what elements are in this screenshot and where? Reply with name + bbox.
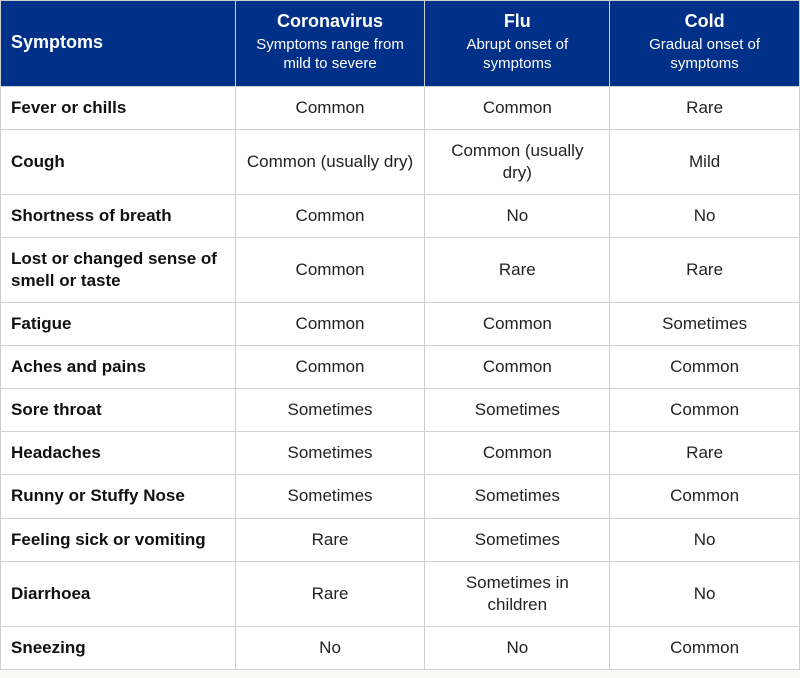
symptom-name: Sore throat <box>1 389 236 432</box>
header-flu-sub: Abrupt onset of symptoms <box>433 36 601 74</box>
cell-cold: No <box>610 518 800 561</box>
table-row: Feeling sick or vomitingRareSometimesNo <box>1 518 800 561</box>
cell-coronavirus: Common (usually dry) <box>235 129 425 194</box>
cell-coronavirus: Common <box>235 237 425 302</box>
cell-flu: Sometimes <box>425 518 610 561</box>
cell-cold: Rare <box>610 86 800 129</box>
symptom-name: Sneezing <box>1 626 236 669</box>
table-body: Fever or chillsCommonCommonRareCoughComm… <box>1 86 800 669</box>
table-row: HeadachesSometimesCommonRare <box>1 432 800 475</box>
cell-flu: No <box>425 194 610 237</box>
table-row: Lost or changed sense of smell or tasteC… <box>1 237 800 302</box>
header-row: Symptoms Coronavirus Symptoms range from… <box>1 1 800 87</box>
header-coronavirus-title: Coronavirus <box>244 11 417 32</box>
symptom-name: Fatigue <box>1 303 236 346</box>
cell-coronavirus: Common <box>235 194 425 237</box>
symptom-name: Headaches <box>1 432 236 475</box>
cell-coronavirus: Sometimes <box>235 475 425 518</box>
cell-coronavirus: No <box>235 626 425 669</box>
cell-flu: Rare <box>425 237 610 302</box>
header-coronavirus: Coronavirus Symptoms range from mild to … <box>235 1 425 87</box>
symptom-name: Diarrhoea <box>1 561 236 626</box>
header-flu-title: Flu <box>433 11 601 32</box>
cell-cold: Rare <box>610 237 800 302</box>
cell-cold: Rare <box>610 432 800 475</box>
cell-cold: Common <box>610 346 800 389</box>
cell-flu: Common <box>425 86 610 129</box>
table-row: CoughCommon (usually dry)Common (usually… <box>1 129 800 194</box>
symptom-name: Runny or Stuffy Nose <box>1 475 236 518</box>
symptom-name: Feeling sick or vomiting <box>1 518 236 561</box>
symptom-name: Cough <box>1 129 236 194</box>
header-coronavirus-sub: Symptoms range from mild to severe <box>244 36 417 74</box>
cell-cold: Common <box>610 626 800 669</box>
cell-coronavirus: Common <box>235 346 425 389</box>
table-row: FatigueCommonCommonSometimes <box>1 303 800 346</box>
table-row: Fever or chillsCommonCommonRare <box>1 86 800 129</box>
cell-coronavirus: Common <box>235 303 425 346</box>
table-row: DiarrhoeaRareSometimes in childrenNo <box>1 561 800 626</box>
cell-cold: Mild <box>610 129 800 194</box>
cell-cold: Common <box>610 475 800 518</box>
cell-flu: No <box>425 626 610 669</box>
symptom-name: Lost or changed sense of smell or taste <box>1 237 236 302</box>
cell-coronavirus: Rare <box>235 561 425 626</box>
table-row: Aches and painsCommonCommonCommon <box>1 346 800 389</box>
cell-cold: Common <box>610 389 800 432</box>
cell-coronavirus: Common <box>235 86 425 129</box>
cell-flu: Common <box>425 346 610 389</box>
cell-flu: Common <box>425 303 610 346</box>
cell-coronavirus: Sometimes <box>235 432 425 475</box>
cell-flu: Sometimes <box>425 475 610 518</box>
header-cold-title: Cold <box>618 11 791 32</box>
header-cold-sub: Gradual onset of symptoms <box>618 36 791 74</box>
table-row: Runny or Stuffy NoseSometimesSometimesCo… <box>1 475 800 518</box>
cell-flu: Sometimes in children <box>425 561 610 626</box>
symptom-name: Aches and pains <box>1 346 236 389</box>
cell-flu: Common (usually dry) <box>425 129 610 194</box>
cell-coronavirus: Sometimes <box>235 389 425 432</box>
cell-cold: No <box>610 561 800 626</box>
symptom-name: Fever or chills <box>1 86 236 129</box>
cell-flu: Sometimes <box>425 389 610 432</box>
header-symptoms: Symptoms <box>1 1 236 87</box>
cell-cold: No <box>610 194 800 237</box>
cell-cold: Sometimes <box>610 303 800 346</box>
header-flu: Flu Abrupt onset of symptoms <box>425 1 610 87</box>
cell-coronavirus: Rare <box>235 518 425 561</box>
table-row: Sore throatSometimesSometimesCommon <box>1 389 800 432</box>
table-row: Shortness of breathCommonNoNo <box>1 194 800 237</box>
header-cold: Cold Gradual onset of symptoms <box>610 1 800 87</box>
cell-flu: Common <box>425 432 610 475</box>
symptom-comparison-table: Symptoms Coronavirus Symptoms range from… <box>0 0 800 670</box>
symptom-name: Shortness of breath <box>1 194 236 237</box>
table-row: SneezingNoNoCommon <box>1 626 800 669</box>
